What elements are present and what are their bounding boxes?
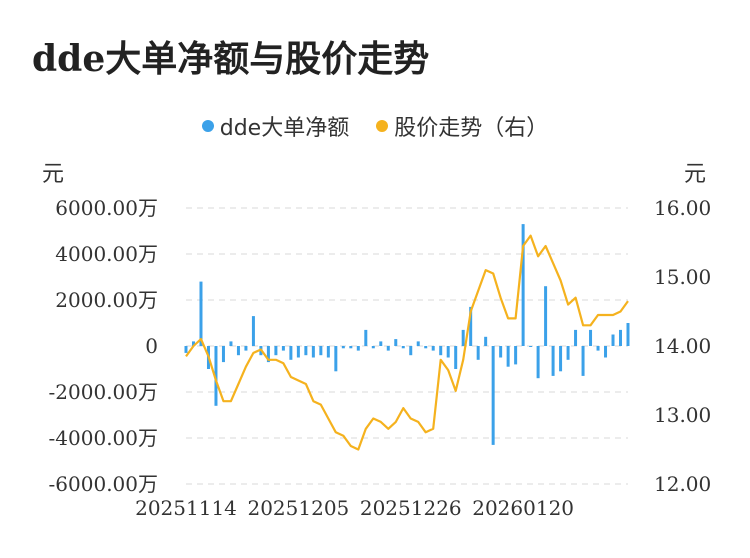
bar [626,323,630,346]
y-left-tick-label: 2000.00万 [55,288,158,312]
legend-item-dde[interactable]: dde大单净额 [201,110,350,142]
y-right-tick-label: 12.00 [654,472,711,496]
bar [304,346,308,356]
bar [454,346,458,369]
y-left-tick-label: -4000.00万 [49,426,158,450]
y-left-tick-label: 6000.00万 [55,196,158,220]
bar [506,346,510,367]
bar [199,281,203,346]
bar [439,346,443,356]
y-right-tick-label: 16.00 [654,196,711,220]
bar [356,346,360,351]
bar [529,346,533,347]
bar [604,346,608,358]
bar [386,346,390,351]
bar [574,329,578,346]
legend-label-price: 股价走势（右） [394,116,549,141]
bar [334,346,338,372]
bar [424,346,428,349]
bar [184,346,188,353]
bar [221,346,225,363]
bar [289,346,293,360]
bar [326,346,330,358]
bar [581,346,585,376]
bar [281,346,285,351]
y-right-tick-label: 13.00 [654,403,711,427]
bar [551,346,555,376]
bar [611,334,615,346]
left-axis-unit: 元 [42,162,65,187]
x-tick-label: 20251114 [135,496,237,520]
chart-title: dde大单净额与股价走势 [32,38,430,80]
bar [521,224,525,346]
bar [296,346,300,358]
y-right-tick-label: 15.00 [654,265,711,289]
legend-dot-price [376,120,389,132]
x-tick-label: 20251205 [247,496,349,520]
bar [274,346,278,356]
bar [319,346,323,356]
bar [379,341,383,346]
y-right-tick-label: 14.00 [654,334,711,358]
bar [416,341,420,346]
bar [469,306,473,346]
legend-item-price[interactable]: 股价走势（右） [376,110,548,142]
right-axis-unit: 元 [684,162,707,187]
bar [236,346,240,356]
bar [499,346,503,358]
bar [589,329,593,346]
bar [229,341,233,346]
x-tick-label: 20260120 [472,496,574,520]
bar [394,339,398,346]
bar [341,346,345,349]
y-left-tick-label: -6000.00万 [49,472,158,496]
y-left-tick-label: 0 [145,334,158,358]
bar [214,346,218,406]
bar [596,346,600,351]
bar [566,346,570,360]
x-tick-label: 20251226 [360,496,462,520]
bar [536,346,540,379]
legend-label-dde: dde大单净额 [219,116,350,141]
bar [364,329,368,346]
y-left-tick-label: -2000.00万 [49,380,158,404]
bar [431,346,435,351]
bar [251,316,255,346]
bar [544,286,548,346]
bar [311,346,315,358]
bar [409,346,413,356]
bar [461,329,465,346]
y-left-tick-label: 4000.00万 [55,242,158,266]
bar [514,346,518,365]
bar [371,346,375,349]
bar [401,346,405,349]
bar [619,329,623,346]
bar [491,346,495,445]
price-line [185,234,629,451]
bar [349,346,353,349]
bar [244,346,248,351]
legend: dde大单净额 股价走势（右） [0,110,750,142]
bar [559,346,563,372]
bar [476,346,480,360]
legend-dot-dde [201,120,214,132]
bar [484,336,488,346]
bar [191,341,195,346]
bar [446,346,450,358]
bar [266,346,270,363]
